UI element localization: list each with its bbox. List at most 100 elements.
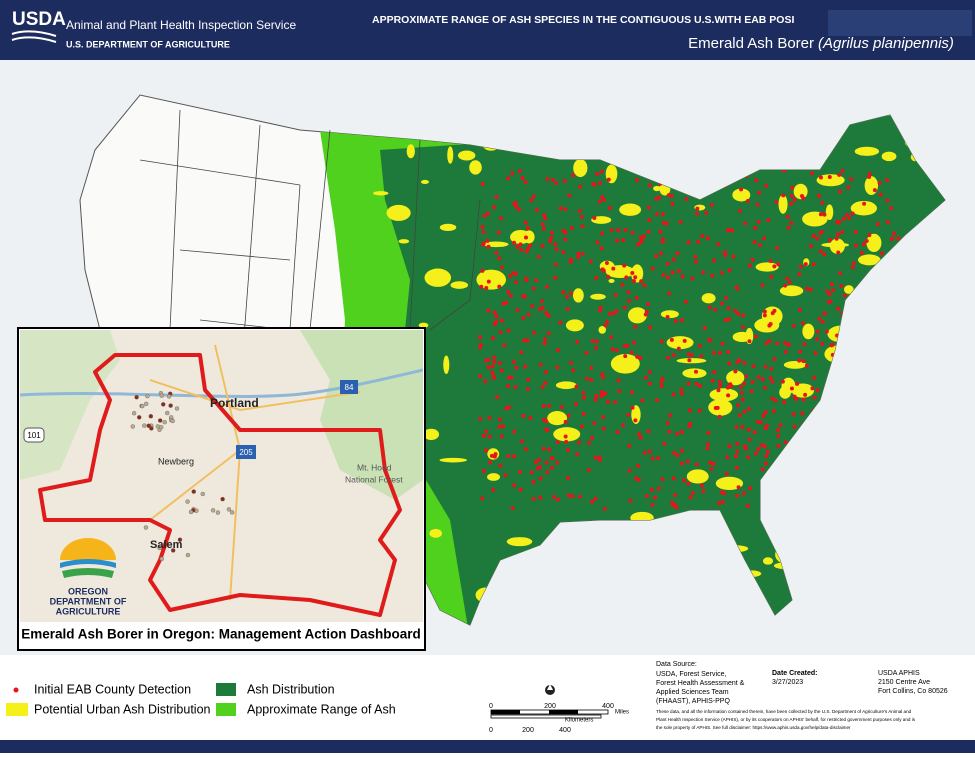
legend-label: Ash Distribution — [247, 682, 335, 696]
urban-ash-blob — [598, 326, 606, 334]
agency-name: Animal and Plant Health Inspection Servi… — [66, 18, 296, 32]
urban-ash-blob — [843, 285, 854, 294]
urban-ash-blob — [715, 476, 744, 491]
urban-ash-blob — [778, 194, 788, 214]
urban-ash-blob — [447, 146, 454, 164]
urban-ash-blob — [487, 473, 501, 481]
urban-ash-blob — [858, 254, 881, 266]
inset-point — [137, 415, 142, 420]
urban-ash-blob — [793, 183, 808, 200]
urban-ash-blob — [372, 191, 389, 196]
urban-ash-blob — [510, 230, 531, 245]
footer-bar — [0, 740, 975, 753]
urban-ash-blob — [443, 355, 450, 375]
inset-point — [229, 510, 235, 515]
inset-point — [131, 411, 137, 416]
urban-ash-blob — [608, 278, 615, 283]
urban-ash-blob — [610, 353, 640, 374]
place-label: Salem — [150, 539, 183, 551]
urban-ash-blob — [732, 331, 752, 343]
inset-point — [210, 508, 216, 513]
urban-ash-blob — [476, 269, 507, 290]
oda-logo-text: DEPARTMENT OF — [50, 596, 127, 606]
header-bar — [0, 0, 975, 60]
scale-label: 0 — [489, 727, 493, 734]
inset-point — [165, 410, 170, 416]
urban-ash-blob — [726, 370, 745, 386]
inset-detections — [130, 391, 235, 562]
urban-ash-blob — [732, 188, 751, 202]
inset-point — [200, 491, 205, 497]
place-label: National Forest — [345, 474, 403, 484]
source-line: Applied Sciences Team — [656, 689, 729, 696]
header-patch — [828, 10, 972, 36]
urban-ash-blob — [783, 360, 807, 369]
urban-ash-blob — [439, 457, 467, 463]
oda-logo-sun — [60, 538, 116, 560]
inset-point — [140, 403, 145, 409]
department: U.S. DEPARTMENT OF AGRICULTURE — [66, 39, 230, 49]
legend-swatch — [6, 703, 28, 716]
address: 2150 Centre Ave — [878, 679, 930, 686]
north-arrow — [547, 684, 553, 690]
oda-logo-text: AGRICULTURE — [56, 606, 121, 616]
route-label: 205 — [239, 448, 253, 457]
scale-unit: Kilometers — [565, 718, 593, 724]
urban-ash-blob — [864, 176, 879, 196]
legend-swatch — [216, 703, 236, 716]
inset-point — [185, 499, 190, 504]
scale-unit: Miles — [615, 710, 629, 716]
urban-ash-blob — [423, 428, 440, 441]
scale-label: 200 — [522, 727, 534, 734]
urban-ash-blob — [881, 151, 897, 162]
urban-ash-blob — [420, 179, 429, 185]
inset-point — [157, 545, 162, 551]
river — [20, 368, 423, 398]
urban-ash-blob — [457, 150, 476, 161]
urban-ash-blob — [572, 288, 584, 303]
urban-ash-blob — [660, 310, 679, 319]
oda-logo-wave — [62, 568, 114, 578]
disclaimer: Plant Health Inspection Service (APHIS),… — [656, 717, 916, 722]
inset-point — [142, 423, 147, 428]
scale-bar — [549, 710, 578, 714]
urban-ash-blob — [755, 262, 779, 272]
inset-point — [168, 403, 173, 408]
inset-point — [188, 509, 194, 515]
scale-bar — [491, 710, 520, 714]
urban-ash-blob — [802, 323, 815, 340]
route-label: 101 — [27, 431, 41, 440]
inset-point — [215, 510, 221, 515]
urban-ash-blob — [779, 285, 804, 297]
inset-caption: Emerald Ash Borer in Oregon: Management … — [21, 627, 421, 642]
inset-point — [148, 414, 154, 419]
source-line: (FHAAST), APHIS-PPQ — [656, 698, 730, 705]
urban-ash-blob — [553, 427, 581, 442]
route-shield — [236, 445, 256, 459]
urban-ash-blob — [821, 242, 850, 248]
urban-ash-blob — [555, 381, 577, 390]
urban-ash-blob — [708, 399, 733, 416]
inset-point — [220, 496, 225, 502]
urban-ash-blob — [386, 204, 411, 221]
source-heading: Data Source: — [656, 661, 697, 668]
urban-ash-blob — [506, 537, 533, 547]
legend-swatch — [216, 683, 236, 696]
inset-point — [130, 424, 135, 429]
inset-point — [145, 393, 150, 399]
route-shield — [340, 380, 358, 394]
inset-point — [162, 419, 167, 425]
urban-ash-blob — [631, 405, 641, 424]
urban-ash-blob — [761, 306, 783, 326]
map-title: APPROXIMATE RANGE OF ASH SPECIES IN THE … — [372, 14, 794, 26]
legend-label: Potential Urban Ash Distribution — [34, 702, 211, 716]
urban-ash-blob — [573, 158, 588, 178]
urban-ash-blob — [866, 233, 882, 253]
inset-point — [170, 418, 175, 424]
scale-label: 400 — [559, 727, 571, 734]
urban-ash-blob — [565, 319, 584, 332]
urban-ash-blob — [627, 307, 647, 324]
urban-ash-blob — [762, 557, 774, 565]
inset-point — [149, 426, 154, 431]
urban-ash-blob — [686, 469, 709, 484]
